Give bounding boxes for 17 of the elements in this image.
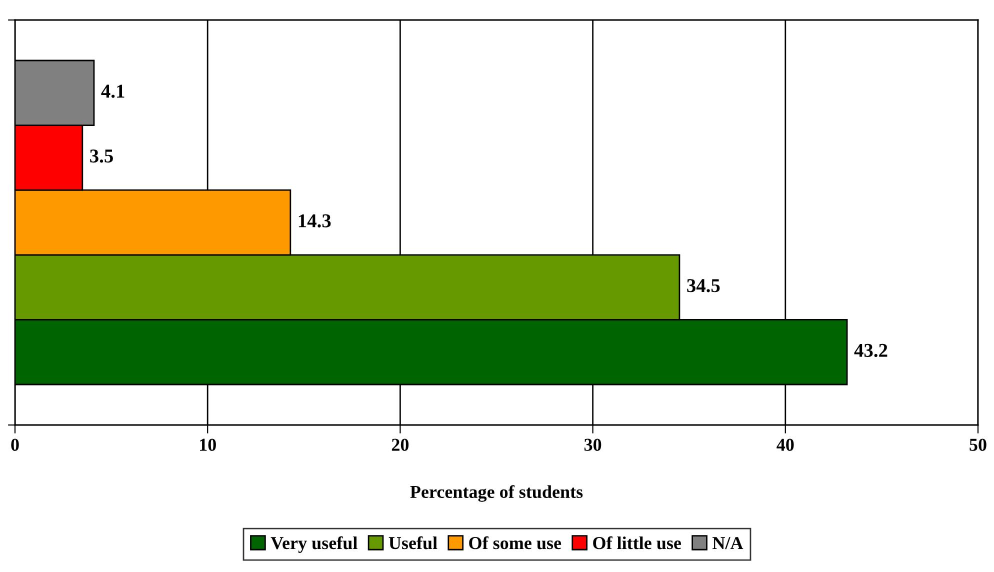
data-label: 43.2 xyxy=(854,344,888,358)
data-label: 34.5 xyxy=(687,279,720,292)
x-tick-label: 50 xyxy=(970,438,986,451)
legend-label: Of some use xyxy=(469,536,562,550)
x-tick-label: 0 xyxy=(11,438,19,451)
x-tick-label: 30 xyxy=(584,438,602,451)
x-tick-label: 10 xyxy=(200,438,216,451)
x-axis-title: Percentage of students xyxy=(410,485,583,502)
legend-label: Of little use xyxy=(593,536,682,550)
data-label: 3.5 xyxy=(90,150,113,163)
legend-label: N/A xyxy=(712,537,744,550)
data-label: 4.1 xyxy=(101,84,124,98)
legend-label: Useful xyxy=(388,536,438,550)
x-tick-label: 20 xyxy=(392,438,409,451)
data-label: 14.3 xyxy=(298,214,331,228)
legend-label: Very useful xyxy=(270,536,358,553)
x-tick-label: 40 xyxy=(776,438,794,451)
